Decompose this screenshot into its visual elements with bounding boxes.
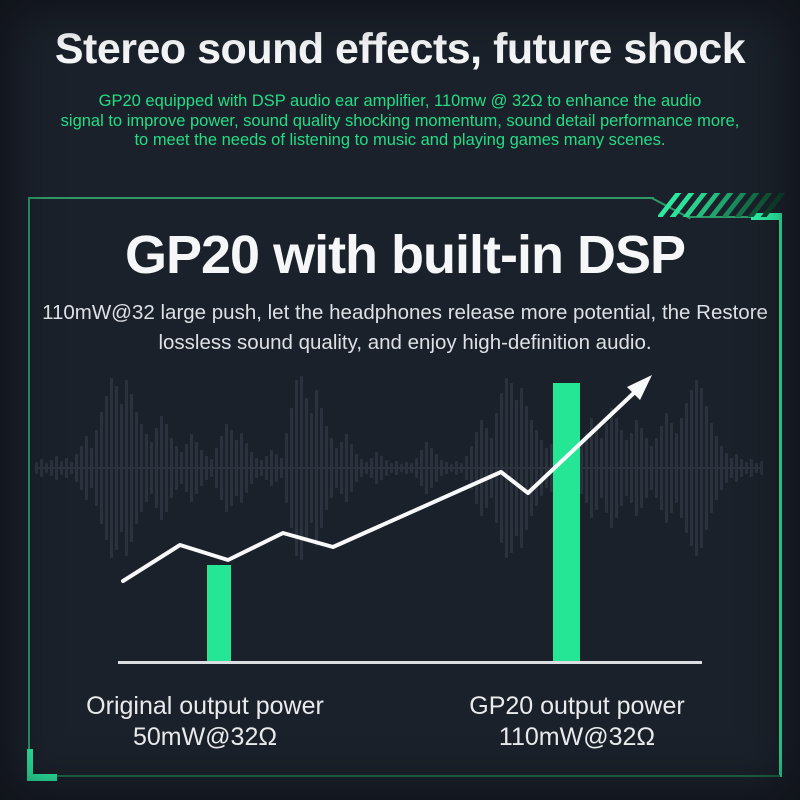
bar-label-original-value: 50mW@32Ω xyxy=(132,723,278,751)
bar-label-gp20-name: GP20 output power xyxy=(469,692,685,720)
panel-border-left xyxy=(28,197,30,777)
bar-label-gp20: GP20 output power 110mW@32Ω xyxy=(427,691,727,753)
panel-description: 110mW@32 large push, let the headphones … xyxy=(42,301,768,354)
trend-arrow-head-icon xyxy=(627,375,652,400)
page-title: Stereo sound effects, future shock xyxy=(54,25,746,73)
chart-baseline xyxy=(118,661,702,664)
panel-border-top-notch xyxy=(689,216,753,218)
gp20-power-bar xyxy=(553,383,580,661)
panel-border-right xyxy=(779,213,782,777)
panel-border-top xyxy=(28,197,654,199)
panel-corner-accent-bottom-left xyxy=(27,749,33,781)
trend-line xyxy=(121,388,639,583)
panel-border-bottom xyxy=(32,775,780,777)
bar-label-original-name: Original output power xyxy=(86,692,324,720)
bar-label-gp20-value: 110mW@32Ω xyxy=(498,723,656,751)
corner-stripes-decoration xyxy=(658,193,790,217)
page-subtitle: GP20 equipped with DSP audio ear amplifi… xyxy=(60,92,740,149)
dsp-feature-panel: GP20 with built-in DSP 110mW@32 large pu… xyxy=(27,193,786,781)
panel-corner-accent-bottom-left xyxy=(27,774,57,781)
original-power-bar xyxy=(207,565,231,661)
panel-heading: GP20 with built-in DSP xyxy=(124,225,686,285)
bar-label-original: Original output power 50mW@32Ω xyxy=(55,691,355,753)
